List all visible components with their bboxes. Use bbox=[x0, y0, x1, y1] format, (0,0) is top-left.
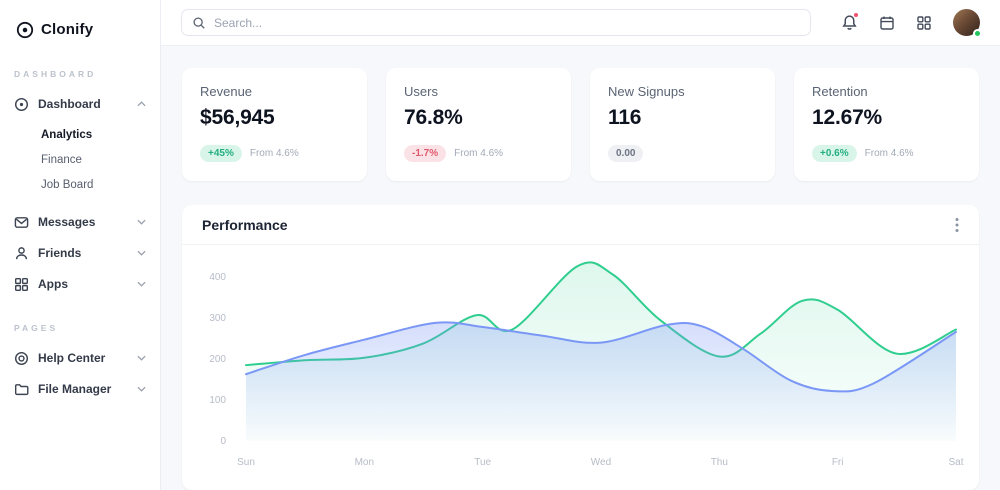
y-axis-tick-label: 100 bbox=[209, 395, 226, 406]
x-axis-tick-label: Tue bbox=[474, 457, 491, 468]
chevron-down-icon bbox=[137, 219, 146, 225]
brand-name: Clonify bbox=[41, 21, 94, 38]
calendar-button[interactable] bbox=[879, 15, 895, 31]
brand-logo-icon bbox=[16, 21, 34, 38]
sidebar-subitem-job-board[interactable]: Job Board bbox=[41, 178, 94, 191]
sidebar-item-label: Messages bbox=[38, 215, 96, 229]
performance-title: Performance bbox=[202, 216, 288, 233]
kebab-menu-icon bbox=[955, 217, 959, 232]
performance-header: Performance bbox=[182, 205, 979, 245]
grid-icon bbox=[14, 277, 29, 291]
x-axis-tick-label: Mon bbox=[355, 457, 374, 468]
sidebar-item-messages[interactable]: Messages bbox=[0, 207, 160, 237]
stat-meta: -1.7% From 4.6% bbox=[404, 145, 553, 162]
x-axis-tick-label: Wed bbox=[591, 457, 611, 468]
user-avatar[interactable] bbox=[953, 9, 982, 38]
chevron-down-icon bbox=[137, 355, 146, 361]
x-axis-tick-label: Thu bbox=[711, 457, 728, 468]
sidebar-subitem-finance[interactable]: Finance bbox=[41, 153, 82, 166]
sidebar-item-label: File Manager bbox=[38, 382, 112, 396]
apps-grid-icon bbox=[917, 15, 931, 30]
online-status-dot bbox=[973, 29, 982, 38]
folder-icon bbox=[14, 383, 29, 395]
sidebar-item-label: Apps bbox=[38, 277, 68, 291]
y-axis-tick-label: 400 bbox=[209, 272, 226, 283]
stat-title: Retention bbox=[812, 84, 868, 99]
performance-card: Performance 0 100 200 300 400 Sun Mon Tue Wed Thu… bbox=[182, 205, 979, 490]
lifebuoy-icon bbox=[14, 351, 29, 365]
apps-launcher-button[interactable] bbox=[916, 15, 932, 31]
stat-badge: -1.7% bbox=[404, 145, 447, 162]
chevron-down-icon bbox=[137, 386, 146, 392]
card-menu-button[interactable] bbox=[955, 217, 959, 233]
stats-row: Revenue $56,945 +45% From 4.6% Users 76.… bbox=[182, 68, 979, 181]
stat-meta: 0.00 bbox=[608, 145, 757, 162]
sidebar-subitem-analytics[interactable]: Analytics bbox=[41, 128, 93, 141]
notification-dot bbox=[853, 12, 859, 18]
performance-chart: 0 100 200 300 400 Sun Mon Tue Wed Thu Fri Sat bbox=[182, 245, 979, 489]
stat-note: From 4.6% bbox=[454, 148, 504, 159]
topbar-actions bbox=[841, 9, 982, 38]
chevron-down-icon bbox=[137, 281, 146, 287]
target-icon bbox=[14, 97, 29, 111]
stat-card-new-signups: New Signups 116 0.00 bbox=[590, 68, 775, 181]
main-content: Revenue $56,945 +45% From 4.6% Users 76.… bbox=[161, 46, 1000, 490]
person-icon bbox=[15, 246, 28, 259]
x-axis-tick-label: Sat bbox=[948, 457, 963, 468]
x-axis-tick-label: Sun bbox=[237, 457, 255, 468]
y-axis-tick-label: 200 bbox=[209, 354, 226, 365]
envelope-icon bbox=[14, 216, 29, 228]
bell-icon bbox=[842, 15, 857, 30]
chart-area-series-blue bbox=[246, 322, 956, 441]
stat-meta: +0.6% From 4.6% bbox=[812, 145, 961, 162]
stat-title: New Signups bbox=[608, 84, 685, 99]
notifications-button[interactable] bbox=[841, 12, 859, 31]
stat-value: 116 bbox=[608, 106, 642, 129]
stat-card-retention: Retention 12.67% +0.6% From 4.6% bbox=[794, 68, 979, 181]
y-axis-tick-label: 0 bbox=[220, 436, 226, 447]
stat-card-users: Users 76.8% -1.7% From 4.6% bbox=[386, 68, 571, 181]
stat-badge: +45% bbox=[200, 145, 242, 162]
dashboard-submenu: Analytics Finance Job Board bbox=[0, 120, 160, 203]
sidebar-item-label: Help Center bbox=[38, 351, 106, 365]
sidebar-item-label: Friends bbox=[38, 246, 82, 260]
sidebar-item-friends[interactable]: Friends bbox=[0, 238, 160, 268]
chart-line-series-blue bbox=[245, 321, 957, 393]
sidebar-section-pages-label: PAGES bbox=[14, 323, 59, 333]
topbar bbox=[161, 0, 1000, 46]
chevron-down-icon bbox=[137, 250, 146, 256]
stat-value: $56,945 bbox=[200, 106, 275, 129]
stat-value: 12.67% bbox=[812, 106, 883, 129]
calendar-icon bbox=[880, 16, 894, 30]
sidebar-item-dashboard[interactable]: Dashboard bbox=[0, 89, 160, 119]
stat-title: Revenue bbox=[200, 84, 253, 99]
stat-note: From 4.6% bbox=[249, 148, 299, 159]
stat-note: From 4.6% bbox=[864, 148, 914, 159]
brand-logo[interactable]: Clonify bbox=[0, 0, 160, 45]
stat-badge: +0.6% bbox=[812, 145, 857, 162]
stat-title: Users bbox=[404, 84, 438, 99]
search-icon bbox=[193, 16, 205, 29]
performance-chart-svg: 0 100 200 300 400 Sun Mon Tue Wed Thu Fri Sat bbox=[209, 261, 964, 468]
sidebar: Clonify DASHBOARD Dashboard Analytics Fi… bbox=[0, 0, 161, 490]
stat-badge: 0.00 bbox=[608, 145, 644, 162]
sidebar-item-file-manager[interactable]: File Manager bbox=[0, 374, 160, 404]
stat-card-revenue: Revenue $56,945 +45% From 4.6% bbox=[182, 68, 367, 181]
x-axis-tick-label: Fri bbox=[832, 457, 844, 468]
chevron-up-icon bbox=[137, 101, 146, 107]
sidebar-section-dashboard-label: DASHBOARD bbox=[14, 69, 97, 79]
stat-meta: +45% From 4.6% bbox=[200, 145, 349, 162]
search-box[interactable] bbox=[181, 9, 811, 36]
sidebar-item-help-center[interactable]: Help Center bbox=[0, 343, 160, 373]
stat-value: 76.8% bbox=[404, 106, 463, 129]
sidebar-item-apps[interactable]: Apps bbox=[0, 269, 160, 299]
search-input[interactable] bbox=[214, 15, 800, 30]
y-axis-tick-label: 300 bbox=[209, 313, 226, 324]
sidebar-item-label: Dashboard bbox=[38, 97, 101, 111]
